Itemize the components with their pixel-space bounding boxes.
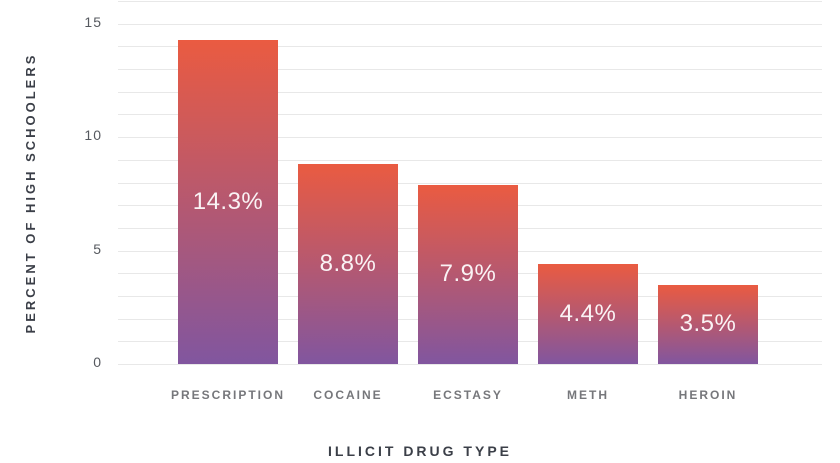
category-label-meth: METH	[567, 388, 609, 402]
bar-value-label: 4.4%	[559, 300, 617, 328]
gridline	[118, 1, 822, 2]
gridline	[118, 137, 822, 139]
gridline	[118, 159, 822, 161]
gridline	[118, 182, 822, 184]
bar-ecstasy: 7.9%	[418, 184, 518, 364]
gridline	[118, 114, 822, 116]
y-axis-title: PERCENT OF HIGH SCHOOLERS	[23, 52, 38, 334]
category-label-heroin: HEROIN	[678, 388, 738, 402]
y-tick-label: 10	[84, 127, 102, 144]
bar-value-label: 14.3%	[192, 187, 264, 215]
gridline	[118, 364, 822, 365]
x-axis-title: ILLICIT DRUG TYPE	[328, 443, 512, 459]
bar-cocaine: 8.8%	[298, 164, 398, 364]
gridline	[118, 46, 822, 48]
category-label-prescription: PRESCRIPTION	[170, 388, 285, 402]
bar-value-label: 8.8%	[319, 250, 377, 278]
bar-prescription: 14.3%	[178, 39, 278, 364]
y-tick-label: 15	[84, 13, 102, 30]
bar-meth: 4.4%	[538, 264, 638, 364]
gridline	[118, 91, 822, 93]
category-label-ecstasy: ECSTASY	[433, 388, 503, 402]
category-label-cocaine: COCAINE	[313, 388, 383, 402]
gridline	[118, 23, 822, 25]
bar-value-label: 7.9%	[439, 260, 497, 288]
plot-area: 0 5 10 15 14.3% 8.8% 7.9% 4.4% 3.5%	[84, 1, 822, 370]
gridline	[118, 69, 822, 71]
bar-heroin: 3.5%	[658, 284, 758, 364]
y-tick-label: 5	[93, 240, 102, 257]
bar-value-label: 3.5%	[679, 310, 737, 338]
y-tick-label: 0	[93, 354, 102, 370]
